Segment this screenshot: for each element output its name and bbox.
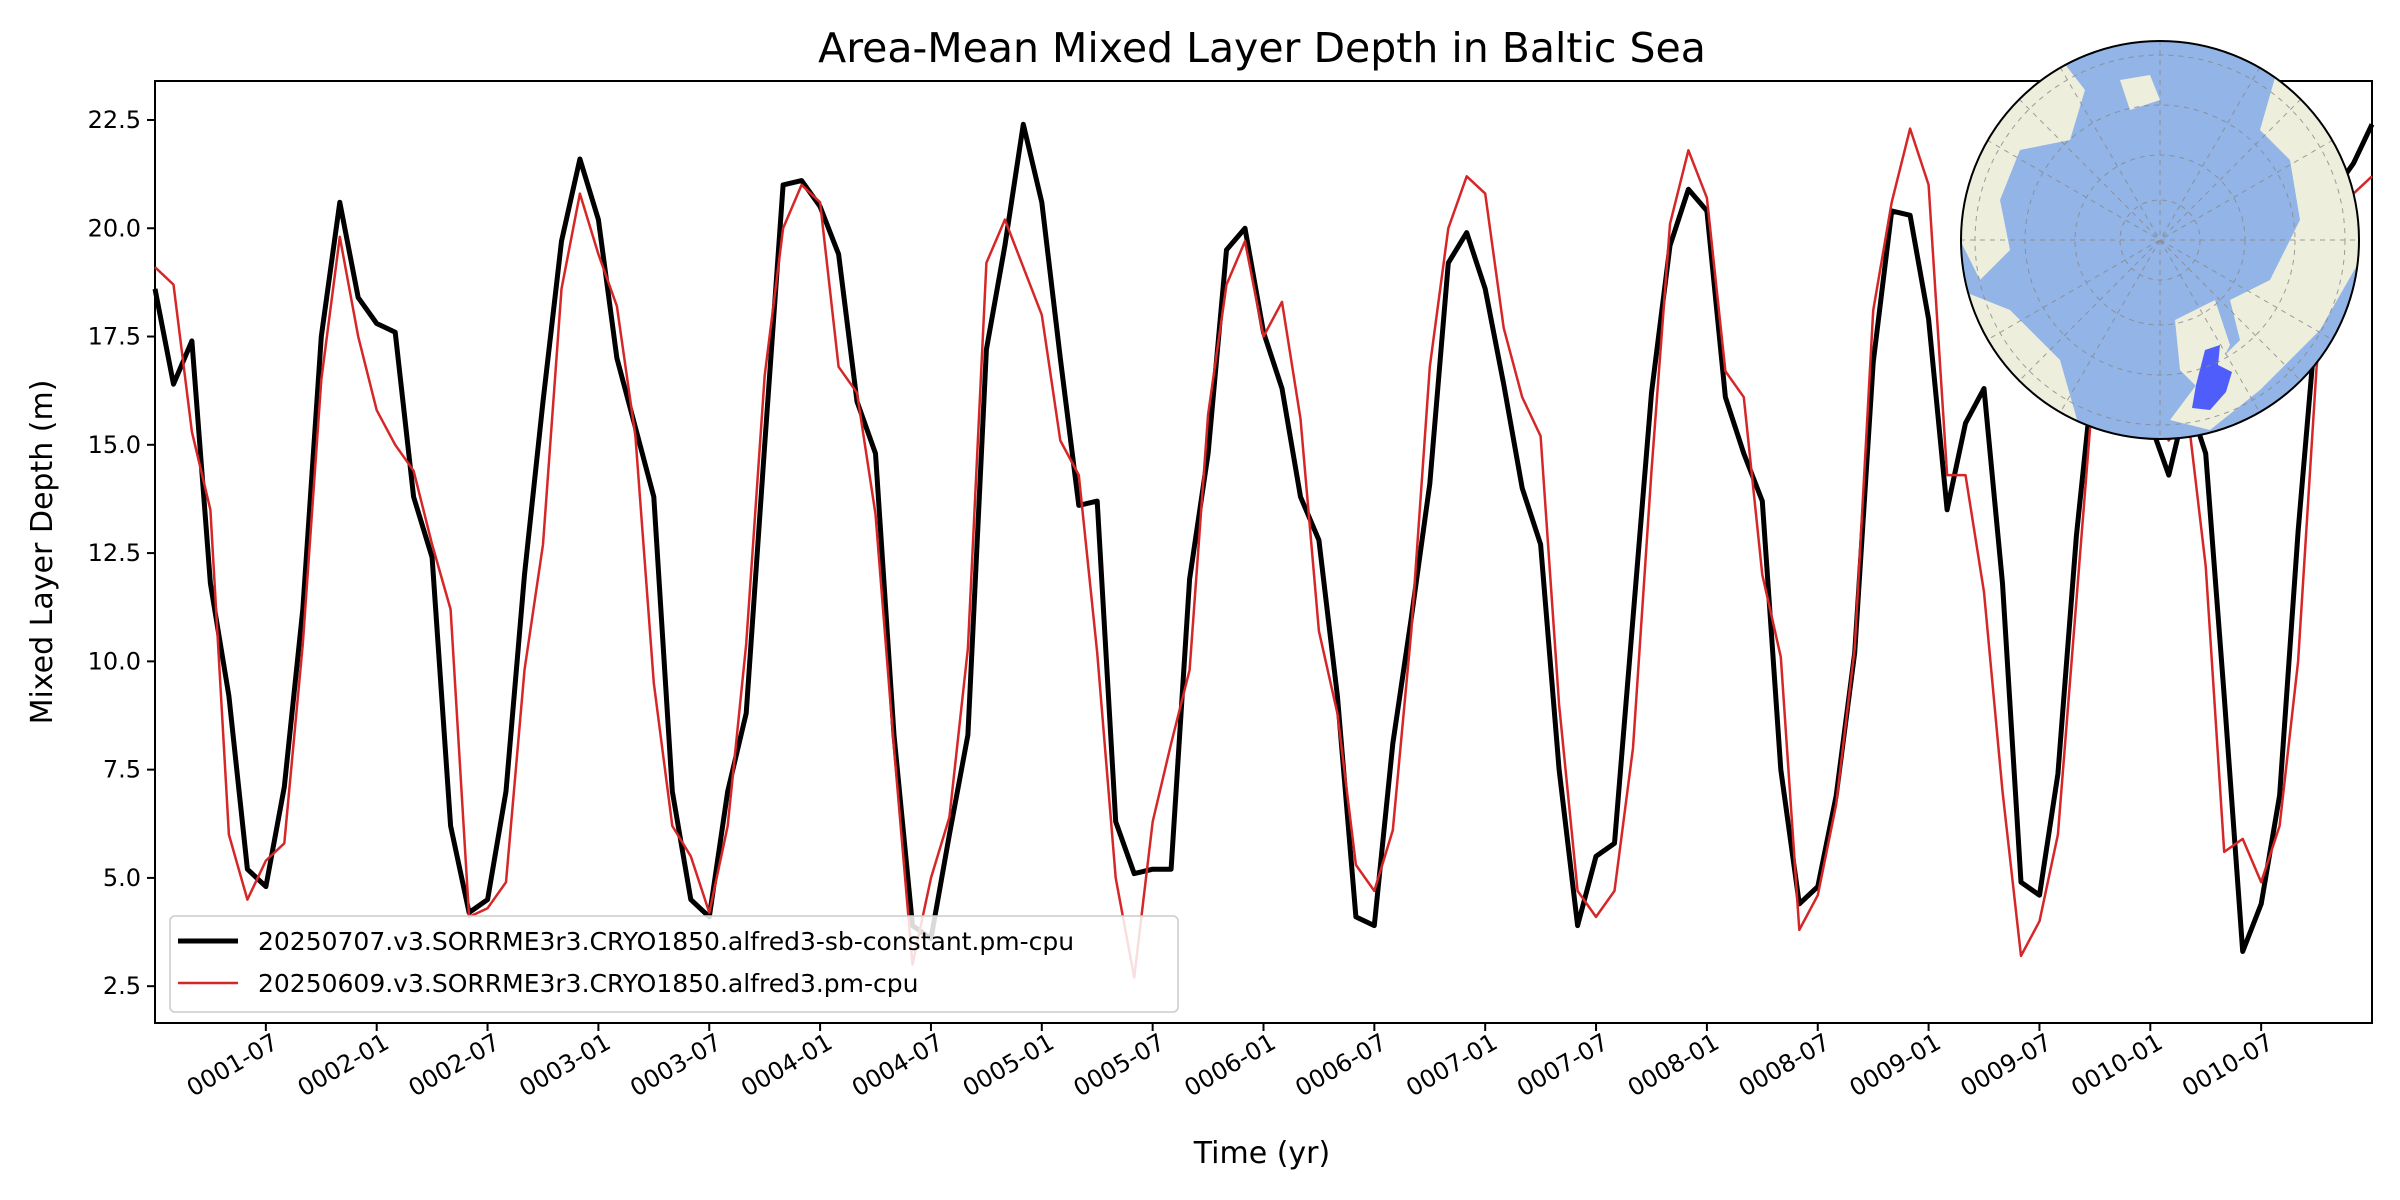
- legend-label-series-2: 20250609.v3.SORRME3r3.CRYO1850.alfred3.p…: [258, 969, 919, 998]
- map-boundary: [1960, 40, 2360, 440]
- y-tick-label: 10.0: [88, 647, 141, 675]
- map-land-svalbard: [2120, 75, 2160, 110]
- y-axis: 2.5 5.0 7.5 10.0 12.5 15.0 17.5 20.0 22.5: [88, 106, 155, 1000]
- series-line-2: [154, 127, 2373, 979]
- y-tick-label: 15.0: [88, 431, 141, 459]
- legend: 20250707.v3.SORRME3r3.CRYO1850.alfred3-s…: [169, 915, 1179, 1013]
- y-axis-label: Mixed Layer Depth (m): [25, 380, 60, 725]
- y-tick-label: 22.5: [88, 106, 141, 134]
- y-tick-label: 2.5: [103, 972, 141, 1000]
- y-tick-label: 7.5: [103, 756, 141, 784]
- chart-title: Area-Mean Mixed Layer Depth in Baltic Se…: [818, 24, 1706, 72]
- legend-label-series-1: 20250707.v3.SORRME3r3.CRYO1850.alfred3-s…: [258, 927, 1074, 956]
- y-tick-label: 12.5: [88, 539, 141, 567]
- x-axis-label: Time (yr): [1193, 1136, 1330, 1171]
- polar-map-inset: [1960, 40, 2360, 440]
- y-tick-label: 5.0: [103, 864, 141, 892]
- map-land-europe-asia: [2170, 60, 2359, 430]
- series-lines: [152, 121, 2375, 979]
- y-tick-label: 20.0: [88, 214, 141, 242]
- y-tick-label: 17.5: [88, 323, 141, 351]
- map-baltic-highlight: [2192, 345, 2232, 410]
- legend-box: [169, 915, 1179, 1013]
